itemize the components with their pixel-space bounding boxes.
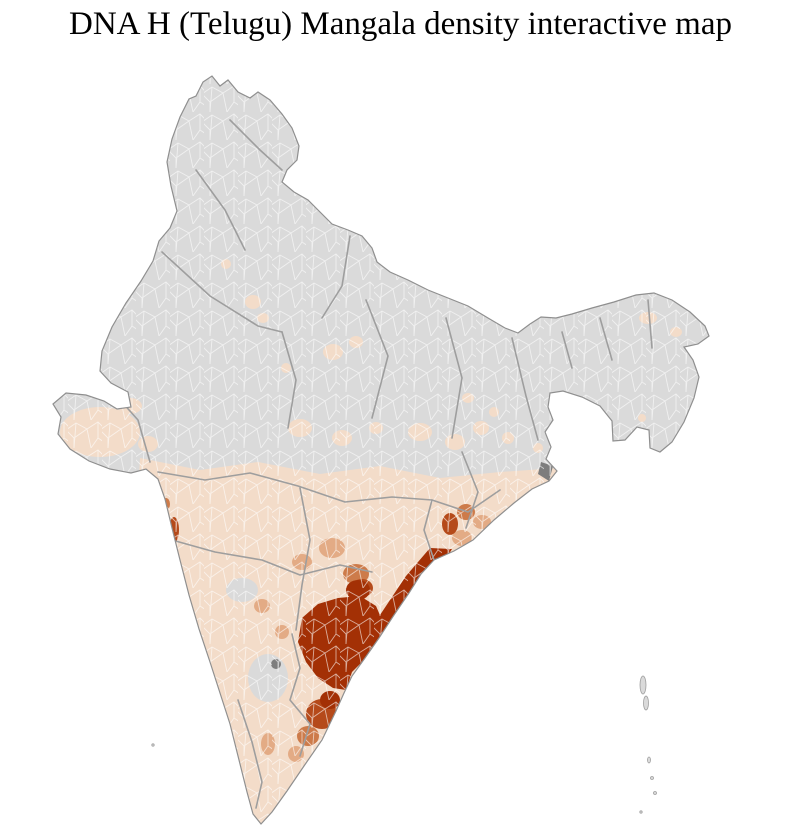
island[interactable]: [639, 675, 647, 695]
state-border-line: [229, 119, 283, 171]
state-border-line: [157, 471, 501, 513]
island[interactable]: [639, 810, 643, 814]
state-border-line: [461, 451, 479, 529]
island[interactable]: [151, 743, 155, 747]
state-border-line: [281, 331, 297, 429]
state-border-line: [561, 331, 573, 369]
state-border-line: [511, 337, 539, 441]
state-border-line: [445, 317, 463, 439]
state-border-line: [161, 251, 283, 333]
island[interactable]: [650, 776, 654, 780]
island[interactable]: [653, 791, 657, 795]
island[interactable]: [643, 695, 649, 711]
state-border-line: [423, 499, 435, 561]
state-border-line: [295, 487, 311, 631]
state-border-line: [171, 539, 373, 576]
state-border-line: [647, 299, 653, 349]
state-border-line: [195, 169, 246, 251]
page-title: DNA H (Telugu) Mangala density interacti…: [69, 6, 732, 42]
island[interactable]: [647, 756, 651, 764]
state-border-line: [289, 633, 311, 757]
state-border-line: [365, 299, 389, 419]
district-borders-mesh: [53, 76, 709, 824]
state-border-line: [321, 235, 351, 319]
state-border-line: [599, 317, 613, 361]
state-border-line: [237, 699, 263, 809]
andaman-nicobar-islands[interactable]: [151, 675, 657, 814]
